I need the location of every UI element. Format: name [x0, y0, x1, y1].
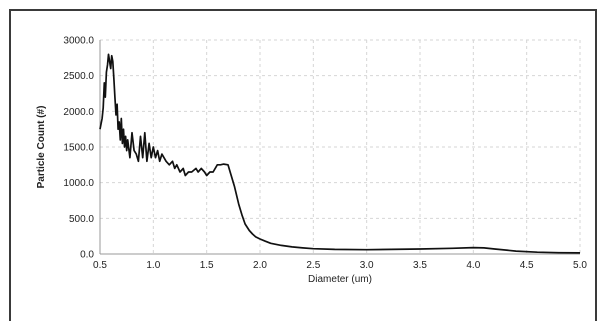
y-tick-label: 2500.0 [63, 71, 94, 82]
series-line [99, 53, 581, 254]
x-tick-label: 4.0 [466, 260, 480, 271]
chart-frame: 0.5 1.0 1.5 2.0 2.5 3.0 3.5 4.0 4.5 5.0 0.0 500.0 10… [9, 9, 597, 321]
y-tick-label: 500.0 [69, 214, 94, 225]
x-tick-label: 3.0 [360, 260, 374, 271]
y-tick-label: 1500.0 [63, 143, 94, 154]
x-tick-label: 2.0 [253, 260, 267, 271]
x-tick-label: 4.5 [520, 260, 534, 271]
y-axis-title: Particle Count (#) [36, 106, 47, 189]
x-axis-title: Diameter (um) [308, 274, 372, 285]
y-tick-label: 2000.0 [63, 107, 94, 118]
x-tick-label: 1.0 [146, 260, 160, 271]
x-tick-label: 2.5 [306, 260, 320, 271]
x-tick-label: 3.5 [413, 260, 427, 271]
x-tick-label: 1.5 [200, 260, 214, 271]
y-tick-label: 1000.0 [63, 178, 94, 189]
x-tick-label: 0.5 [93, 260, 107, 271]
y-tick-label: 3000.0 [63, 36, 94, 47]
y-tick-label: 0.0 [80, 250, 94, 261]
particle-size-chart: 0.5 1.0 1.5 2.0 2.5 3.0 3.5 4.0 4.5 5.0 0.0 500.0 10… [36, 36, 587, 286]
x-tick-label: 5.0 [573, 260, 587, 271]
